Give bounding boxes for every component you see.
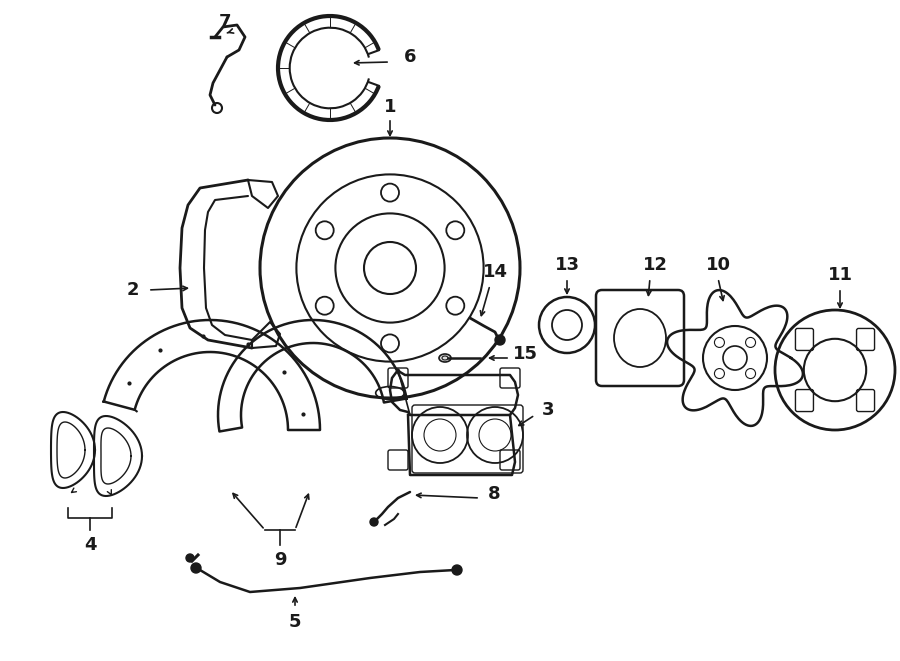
Text: 15: 15 xyxy=(512,345,537,363)
Text: 3: 3 xyxy=(542,401,554,419)
Circle shape xyxy=(191,563,201,573)
Text: 2: 2 xyxy=(127,281,140,299)
Circle shape xyxy=(452,565,462,575)
Text: 14: 14 xyxy=(482,263,508,281)
Text: 7: 7 xyxy=(219,13,231,31)
Text: 11: 11 xyxy=(827,266,852,284)
Text: 1: 1 xyxy=(383,98,396,116)
Circle shape xyxy=(370,518,378,526)
Text: 9: 9 xyxy=(274,551,286,569)
Text: 10: 10 xyxy=(706,256,731,274)
Circle shape xyxy=(186,554,194,562)
Text: 13: 13 xyxy=(554,256,580,274)
Text: 5: 5 xyxy=(289,613,302,631)
Ellipse shape xyxy=(439,354,451,362)
Text: 12: 12 xyxy=(643,256,668,274)
Text: 6: 6 xyxy=(404,48,416,66)
Text: 4: 4 xyxy=(84,536,96,554)
Circle shape xyxy=(495,335,505,345)
Text: 8: 8 xyxy=(488,485,500,503)
